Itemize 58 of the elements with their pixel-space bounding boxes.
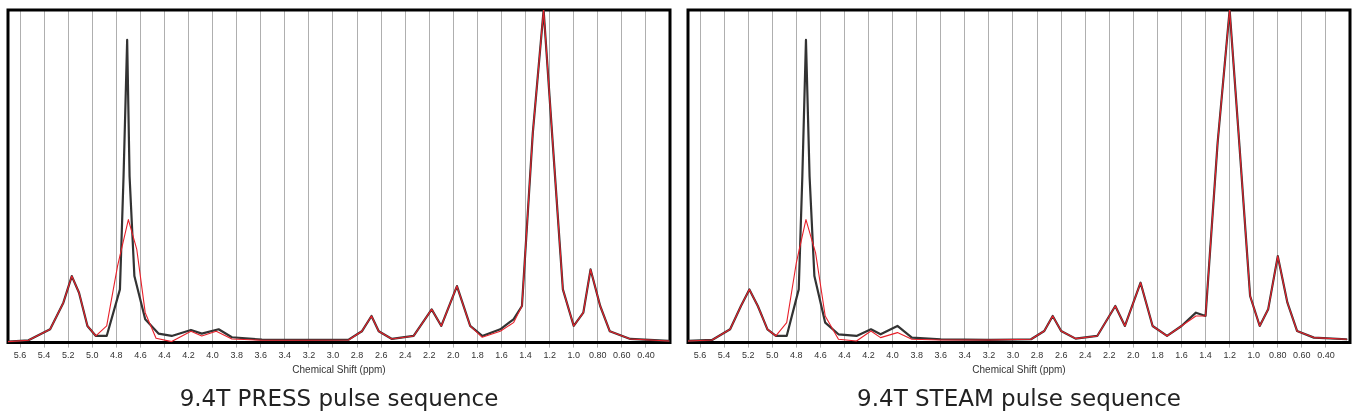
x-tick-label: 1.0 — [1247, 350, 1260, 361]
x-tick-label: 5.0 — [86, 350, 99, 361]
x-tick-label: 3.8 — [230, 350, 243, 361]
x-tick-label: 1.4 — [519, 350, 532, 361]
x-tick-label: 2.0 — [447, 350, 460, 361]
x-tick-label: 2.0 — [1127, 350, 1140, 361]
x-tick-label: 0.40 — [1317, 350, 1335, 361]
x-tick-label: 4.0 — [206, 350, 219, 361]
x-tick-label: 3.6 — [254, 350, 268, 361]
x-tick-label: 0.60 — [613, 350, 631, 361]
x-tick-label: 2.8 — [350, 350, 364, 361]
x-tick-label: 4.4 — [158, 350, 171, 361]
text: 9.4T PRESS pulse sequence — [179, 385, 499, 412]
x-axis-title: Chemical Shift (ppm) — [972, 364, 1066, 376]
x-tick-label: 2.4 — [1078, 350, 1092, 361]
x-tick-label: 1.4 — [1199, 350, 1212, 361]
x-tick-label: 2.6 — [374, 350, 388, 361]
x-tick-label: 3.8 — [910, 350, 923, 361]
x-tick-label: 0.60 — [1293, 350, 1311, 361]
x-tick-label: 3.6 — [934, 350, 948, 361]
x-tick-label: 4.4 — [838, 350, 851, 361]
x-tick-label: 5.4 — [717, 350, 731, 361]
x-tick-label: 1.8 — [471, 350, 484, 361]
x-tick-label: 5.2 — [61, 350, 75, 361]
x-tick-label: 4.0 — [886, 350, 899, 361]
x-tick-label: 2.6 — [1054, 350, 1068, 361]
x-tick-label: 2.8 — [1030, 350, 1044, 361]
x-tick-label: 4.6 — [134, 350, 147, 361]
x-tick-label: 5.6 — [693, 350, 707, 361]
x-tick-label: 1.2 — [543, 350, 556, 361]
x-tick-label: 3.0 — [326, 350, 340, 361]
x-tick-label: 3.2 — [982, 350, 996, 361]
x-tick-label: 4.2 — [862, 350, 875, 361]
x-tick-label: 1.6 — [1175, 350, 1188, 361]
x-tick-label: 2.4 — [398, 350, 412, 361]
x-tick-label: 4.6 — [814, 350, 827, 361]
x-tick-label: 3.0 — [1006, 350, 1020, 361]
x-tick-label: 1.6 — [495, 350, 508, 361]
x-tick-label: 3.4 — [278, 350, 292, 361]
x-tick-label: 5.0 — [766, 350, 779, 361]
x-tick-label: 0.80 — [589, 350, 607, 361]
x-tick-label: 1.8 — [1151, 350, 1164, 361]
x-tick-label: 1.2 — [1223, 350, 1236, 361]
text: 9.4T STEAM pulse sequence — [857, 385, 1181, 412]
x-tick-label: 2.2 — [1103, 350, 1116, 361]
x-tick-label: 0.80 — [1269, 350, 1287, 361]
x-tick-label: 3.2 — [302, 350, 316, 361]
x-tick-label: 2.2 — [423, 350, 436, 361]
x-tick-label: 0.40 — [637, 350, 655, 361]
x-tick-label: 4.2 — [182, 350, 195, 361]
x-tick-label: 4.8 — [110, 350, 123, 361]
x-tick-label: 5.2 — [741, 350, 755, 361]
x-tick-label: 3.4 — [958, 350, 972, 361]
x-tick-label: 5.4 — [37, 350, 51, 361]
x-tick-label: 5.6 — [13, 350, 27, 361]
x-tick-label: 1.0 — [567, 350, 580, 361]
x-tick-label: 4.8 — [790, 350, 803, 361]
x-axis-title: Chemical Shift (ppm) — [292, 364, 386, 376]
